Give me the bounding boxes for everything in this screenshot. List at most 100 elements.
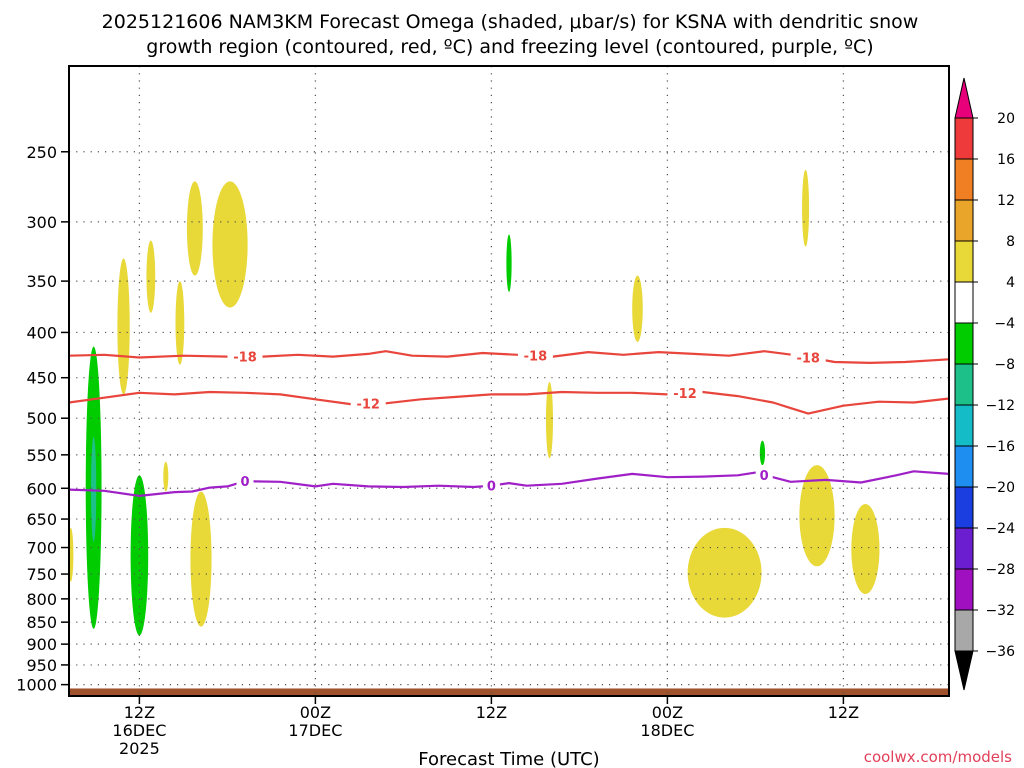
x-tick-label: 2025 bbox=[119, 739, 160, 758]
omega-region-2 bbox=[146, 240, 156, 313]
y-axis-ticks: 250 300 350 400 450 500 550 600 650 700 750 800 850 9… bbox=[16, 143, 69, 695]
x-tick-label: 12Z bbox=[828, 703, 859, 722]
colorbar-label: 8 bbox=[1006, 234, 1015, 250]
colorbar-swatch bbox=[954, 281, 974, 324]
contour-label-bg bbox=[350, 395, 386, 412]
omega-region-17 bbox=[506, 234, 512, 292]
y-tick-label: 950 bbox=[26, 656, 57, 675]
colorbar-swatch bbox=[954, 486, 974, 529]
contour-label: -18 bbox=[524, 350, 548, 365]
y-tick-label: 700 bbox=[26, 539, 57, 558]
omega-region-16 bbox=[130, 475, 149, 636]
colorbar-label: −32 bbox=[985, 603, 1015, 619]
contour-label-bg bbox=[517, 347, 553, 364]
plot-frame bbox=[68, 65, 950, 697]
chart-title-line1: 2025121606 NAM3KM Forecast Omega (shaded… bbox=[102, 11, 919, 33]
colorbar-label: 12 bbox=[997, 193, 1015, 209]
contour-label-bg bbox=[790, 349, 826, 366]
colorbar-swatch bbox=[954, 527, 974, 570]
x-tick-label: 12Z bbox=[124, 703, 155, 722]
y-tick-label: 650 bbox=[26, 510, 57, 529]
colorbar-label: −20 bbox=[985, 480, 1015, 496]
contour-label: -12 bbox=[673, 387, 697, 402]
colorbar-label: −24 bbox=[985, 521, 1015, 537]
x-tick-label: 16DEC bbox=[112, 721, 166, 740]
y-tick-label: 250 bbox=[26, 143, 57, 162]
colorbar-swatch bbox=[954, 609, 974, 652]
colorbar-label: −4 bbox=[994, 316, 1015, 332]
contour-label: -12 bbox=[356, 398, 380, 413]
x-axis-label: Forecast Time (UTC) bbox=[418, 749, 599, 768]
colorbar-top-arrow bbox=[954, 77, 974, 119]
x-tick-label: 00Z bbox=[300, 703, 331, 722]
colorbar-swatch bbox=[954, 199, 974, 242]
gridlines bbox=[69, 66, 949, 696]
terrain-fill bbox=[69, 688, 949, 696]
y-tick-label: 750 bbox=[26, 565, 57, 584]
colorbar-bottom-arrow bbox=[954, 650, 974, 691]
omega-region-7 bbox=[190, 491, 212, 627]
omega-region-12 bbox=[799, 465, 835, 567]
omega-region-5 bbox=[212, 181, 248, 308]
y-tick-label: 350 bbox=[26, 272, 57, 291]
omega-region-6 bbox=[163, 461, 169, 492]
colorbar-label: −28 bbox=[985, 562, 1015, 578]
contour-label-bg bbox=[227, 348, 263, 365]
omega-region-10 bbox=[687, 527, 762, 618]
omega-shaded-regions bbox=[68, 169, 880, 636]
contour-label: 0 bbox=[487, 480, 496, 495]
colorbar-label: 16 bbox=[997, 152, 1015, 168]
colorbar-swatch bbox=[954, 445, 974, 488]
y-tick-label: 600 bbox=[26, 479, 57, 498]
omega-region-3 bbox=[175, 281, 185, 365]
chart-title-line2: growth region (contoured, red, ºC) and f… bbox=[146, 36, 873, 58]
y-tick-label: 800 bbox=[26, 590, 57, 609]
colorbar: 20 16 12 8 4 −4 −8 −12 −16 −20 −24 −28 −32 −36 bbox=[954, 77, 1015, 691]
colorbar-label: −12 bbox=[985, 398, 1015, 414]
omega-region-13 bbox=[851, 503, 880, 595]
omega-region-9 bbox=[632, 275, 643, 342]
colorbar-swatch bbox=[954, 363, 974, 406]
y-tick-label: 850 bbox=[26, 613, 57, 632]
omega-region-18 bbox=[759, 440, 766, 466]
y-tick-label: 550 bbox=[26, 446, 57, 465]
y-tick-label: 1000 bbox=[16, 676, 57, 695]
y-tick-label: 500 bbox=[26, 409, 57, 428]
contour-label-bg bbox=[755, 466, 773, 483]
x-tick-label: 12Z bbox=[476, 703, 507, 722]
x-tick-label: 17DEC bbox=[288, 721, 342, 740]
x-tick-label: 00Z bbox=[652, 703, 683, 722]
y-tick-label: 450 bbox=[26, 369, 57, 388]
omega-region-4 bbox=[186, 181, 203, 276]
contour-label: 0 bbox=[760, 469, 769, 484]
contour-lines: -18 -18 -18 -12 -12 0 0 0 bbox=[68, 347, 950, 497]
colorbar-swatch bbox=[954, 158, 974, 201]
colorbar-label: 4 bbox=[1006, 275, 1015, 291]
contour-label-bg bbox=[482, 477, 500, 494]
omega-region-1 bbox=[117, 258, 130, 395]
colorbar-label: −16 bbox=[985, 439, 1015, 455]
contour-label-bg bbox=[667, 385, 703, 402]
colorbar-swatch bbox=[954, 322, 974, 365]
y-tick-label: 400 bbox=[26, 323, 57, 342]
omega-region-8 bbox=[545, 381, 553, 459]
credit-text: coolwx.com/models bbox=[864, 748, 1012, 766]
colorbar-label: −36 bbox=[985, 644, 1015, 660]
colorbar-swatch bbox=[954, 568, 974, 611]
contour-label: -18 bbox=[796, 351, 820, 366]
x-tick-label: 18DEC bbox=[640, 721, 694, 740]
y-tick-label: 300 bbox=[26, 213, 57, 232]
colorbar-label: −8 bbox=[994, 357, 1015, 373]
omega-region-11 bbox=[802, 169, 810, 247]
contour-label: 0 bbox=[240, 475, 249, 490]
terrain-band bbox=[69, 688, 949, 696]
colorbar-swatch bbox=[954, 240, 974, 283]
contour-line-1 bbox=[68, 390, 950, 415]
y-tick-label: 900 bbox=[26, 635, 57, 654]
colorbar-label: 20 bbox=[997, 111, 1015, 127]
colorbar-swatch bbox=[954, 404, 974, 447]
contour-label-bg bbox=[236, 473, 254, 490]
colorbar-swatch bbox=[954, 117, 974, 160]
